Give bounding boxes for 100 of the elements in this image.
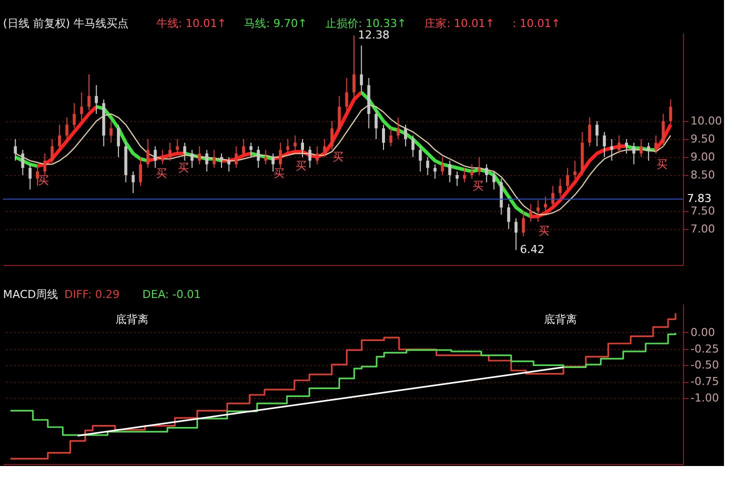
data-label: 买 [538,224,550,238]
candlestick [256,146,260,168]
y-tick-label: -1.00 [690,392,719,405]
candlestick [418,146,422,172]
candlestick [272,152,275,172]
candlestick [478,156,481,176]
candlestick [345,77,348,114]
candlestick [440,156,444,176]
annotation: 6.42 [520,242,545,256]
candlestick [65,117,68,144]
candlestick [485,164,488,183]
candlestick [286,138,290,154]
candlestick [654,135,658,154]
candlestick [264,149,268,165]
candlestick [462,167,466,183]
text: 牛线: 10.01↑ [156,17,226,30]
candlestick [558,178,562,198]
y-tick-label: -0.75 [690,375,719,388]
chart-title: (日线 前复权) 牛马线买点 [3,17,129,30]
candlestick [624,138,628,154]
candlestick [618,135,621,154]
candlestick [669,99,672,126]
candlestick [234,146,238,168]
candlestick [316,146,319,165]
candlestick [529,203,532,222]
candlestick [470,164,474,180]
candlestick [168,142,172,162]
candlestick [28,164,32,190]
y-tick-label: 9.50 [690,132,715,146]
candlestick [389,128,392,147]
candlestick [146,138,150,168]
text: DEA: -0.01 [142,288,201,301]
text: 庄家: 10.01↑ [424,17,495,30]
candlestick [522,210,525,237]
candlestick [632,142,636,165]
candlestick [190,149,194,168]
candlestick [551,185,554,208]
candlestick [36,164,39,186]
y-tick-label: 8.50 [690,168,715,182]
candlestick [212,149,216,168]
candlestick [411,135,414,158]
candlestick [456,170,459,186]
candlestick [404,124,408,147]
y-tick-label: 7.00 [690,222,715,236]
candlestick [87,74,90,111]
y-tick-label: 7.50 [690,204,715,218]
candlestick [492,170,496,190]
candlestick [72,102,76,129]
candlestick [536,200,540,222]
candlestick [110,120,113,144]
candlestick [183,142,186,162]
data-label: 买 [296,160,307,173]
candlestick [338,95,341,132]
candlestick [434,164,437,180]
candlestick [566,167,570,190]
annotation: 12.38 [358,28,390,42]
candlestick [330,120,334,150]
candlestick [220,152,224,168]
y-tick-label: -0.50 [690,358,719,372]
candlestick [352,35,356,100]
candlestick [573,160,576,180]
candlestick [58,124,62,150]
candlestick [360,45,363,93]
candlestick [426,156,430,176]
candlestick [50,138,54,165]
candlestick [596,120,599,147]
candlestick [154,146,157,168]
candlestick [139,156,142,186]
y-tick-label: 0.00 [690,326,715,339]
candlestick [294,135,297,150]
candlestick [544,196,547,212]
candlestick [176,138,179,154]
text: DIFF: 0.29 [64,288,120,301]
candlestick [647,142,650,162]
candlestick [610,138,614,162]
text: : 10.01↑ [512,17,560,30]
candlestick [514,218,518,250]
data-label: 买 [274,166,285,180]
data-label: 买 [332,150,344,164]
candlestick [43,152,46,176]
candlestick [382,124,385,150]
y-tick-label: 9.00 [690,150,715,164]
text: 止损价: 10.33↑ [325,17,406,30]
candlestick [602,131,606,158]
candlestick [21,149,24,176]
data-label: 买 [472,179,484,192]
data-label: 买 [656,158,668,171]
candlestick [308,146,312,168]
annotation: 底背离 [116,313,149,326]
candlestick [116,124,120,158]
candlestick [588,117,592,147]
y-tick-label: 10.00 [690,114,722,128]
candlestick [80,92,84,122]
candlestick [374,110,378,140]
annotation: 底背离 [544,313,578,326]
chart-title: MACD周线 [3,288,58,301]
y-tick-label: -0.25 [690,342,719,356]
candlestick [448,160,452,183]
ref-line-label: 7.83 [687,192,712,206]
candlestick [161,149,164,165]
